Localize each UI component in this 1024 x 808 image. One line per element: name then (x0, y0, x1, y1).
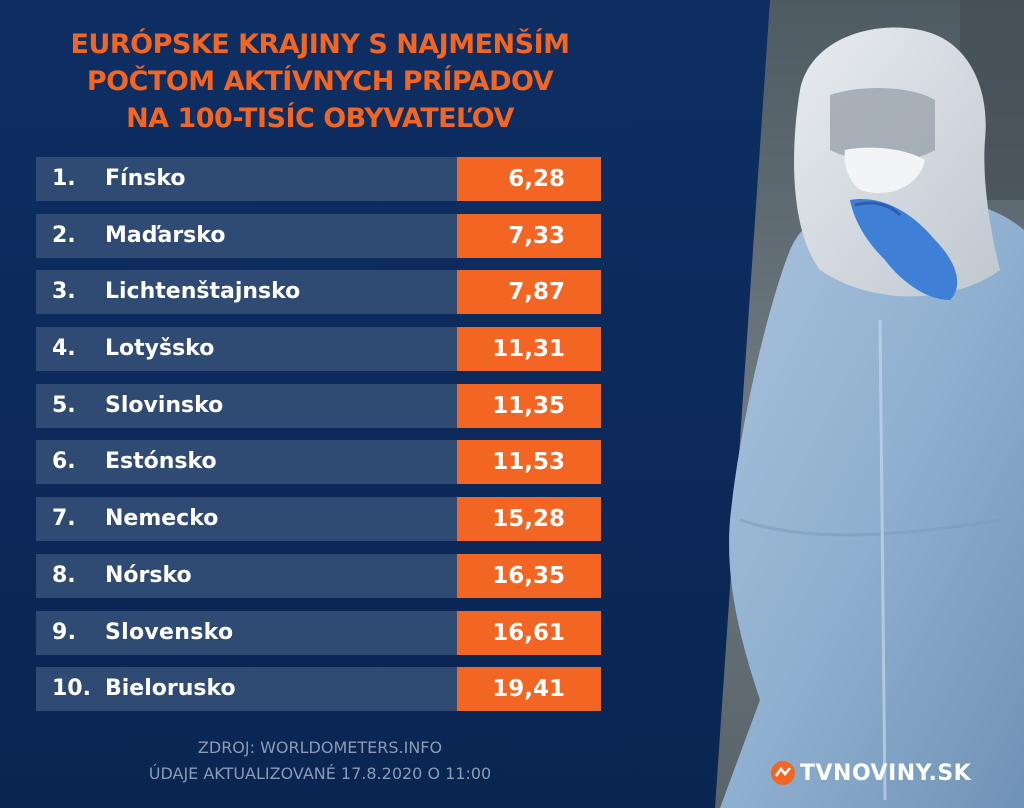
row-value: 19,41 (492, 676, 565, 703)
row-value: 15,28 (492, 506, 565, 533)
row-rank: 1. (52, 166, 76, 191)
row-value: 11,35 (492, 392, 565, 419)
table-row: 5. Slovinsko 11,35 (36, 383, 601, 428)
row-country: Bielorusko (105, 676, 236, 702)
value-box: 11,35 (457, 383, 601, 428)
row-country: Nórsko (105, 562, 192, 588)
value-box: 7,33 (457, 213, 601, 258)
table-row: 2. Maďarsko 7,33 (36, 213, 601, 258)
row-rank: 10. (52, 676, 91, 702)
table-row: 6. Estónsko 11,53 (36, 440, 601, 485)
row-country: Fínsko (105, 166, 186, 191)
row-value: 6,28 (508, 166, 565, 192)
ranking-table: 1. Fínsko 6,28 2. Maďarsko 7,33 3. Lichtenštajn… (36, 157, 601, 724)
value-box: 11,53 (457, 440, 601, 485)
row-rank: 3. (52, 279, 76, 305)
table-row: 8. Nórsko 16,35 (36, 553, 601, 598)
row-country: Maďarsko (105, 222, 226, 248)
row-value: 16,61 (492, 619, 565, 646)
row-country: Lotyšsko (105, 336, 215, 362)
title-line-1: EURÓPSKE KRAJINY S NAJMENŠÍM (70, 29, 570, 60)
value-box: 15,28 (457, 497, 601, 542)
row-rank: 7. (52, 506, 76, 532)
row-country: Lichtenštajnsko (105, 279, 301, 305)
updated-text: ÚDAJE AKTUALIZOVANÉ 17.8.2020 O 11:00 (148, 764, 492, 783)
row-country: Nemecko (105, 506, 219, 532)
chart-title: EURÓPSKE KRAJINY S NAJMENŠÍM POČTOM AKTÍ… (36, 26, 604, 137)
row-rank: 6. (52, 449, 76, 475)
title-line-2: POČTOM AKTÍVNYCH PRÍPADOV (86, 66, 554, 97)
value-box: 6,28 (457, 157, 601, 201)
row-country: Estónsko (105, 449, 217, 475)
row-rank: 8. (52, 562, 76, 588)
title-line-3: NA 100-TISÍC OBYVATEĽOV (126, 103, 514, 134)
row-rank: 4. (52, 336, 76, 362)
table-row: 4. Lotyšsko 11,31 (36, 327, 601, 372)
logo-mark-icon (771, 761, 795, 785)
source-text: ZDROJ: WORLDOMETERS.INFO (197, 738, 443, 757)
row-country: Slovensko (105, 619, 234, 645)
logo-text: TVNOVINY.SK (800, 760, 972, 786)
table-row: 10. Bielorusko 19,41 (36, 667, 601, 712)
value-box: 11,31 (457, 327, 601, 372)
row-rank: 9. (52, 619, 77, 645)
row-rank: 2. (52, 222, 76, 248)
table-row: 3. Lichtenštajnsko 7,87 (36, 270, 601, 315)
value-box: 7,87 (457, 270, 601, 315)
row-value: 11,53 (492, 449, 565, 476)
value-box: 19,41 (457, 667, 601, 712)
row-value: 7,87 (508, 279, 565, 306)
row-value: 16,35 (492, 562, 565, 589)
row-rank: 5. (52, 392, 76, 418)
table-row: 9. Slovensko 16,61 (36, 610, 601, 655)
table-row: 1. Fínsko 6,28 (36, 157, 601, 201)
table-row: 7. Nemecko 15,28 (36, 497, 601, 542)
value-box: 16,61 (457, 610, 601, 655)
row-country: Slovinsko (105, 392, 224, 418)
tvnoviny-logo: TVNOVINY.SK (770, 758, 971, 788)
row-value: 11,31 (492, 336, 565, 363)
row-value: 7,33 (508, 222, 565, 249)
value-box: 16,35 (457, 553, 601, 598)
